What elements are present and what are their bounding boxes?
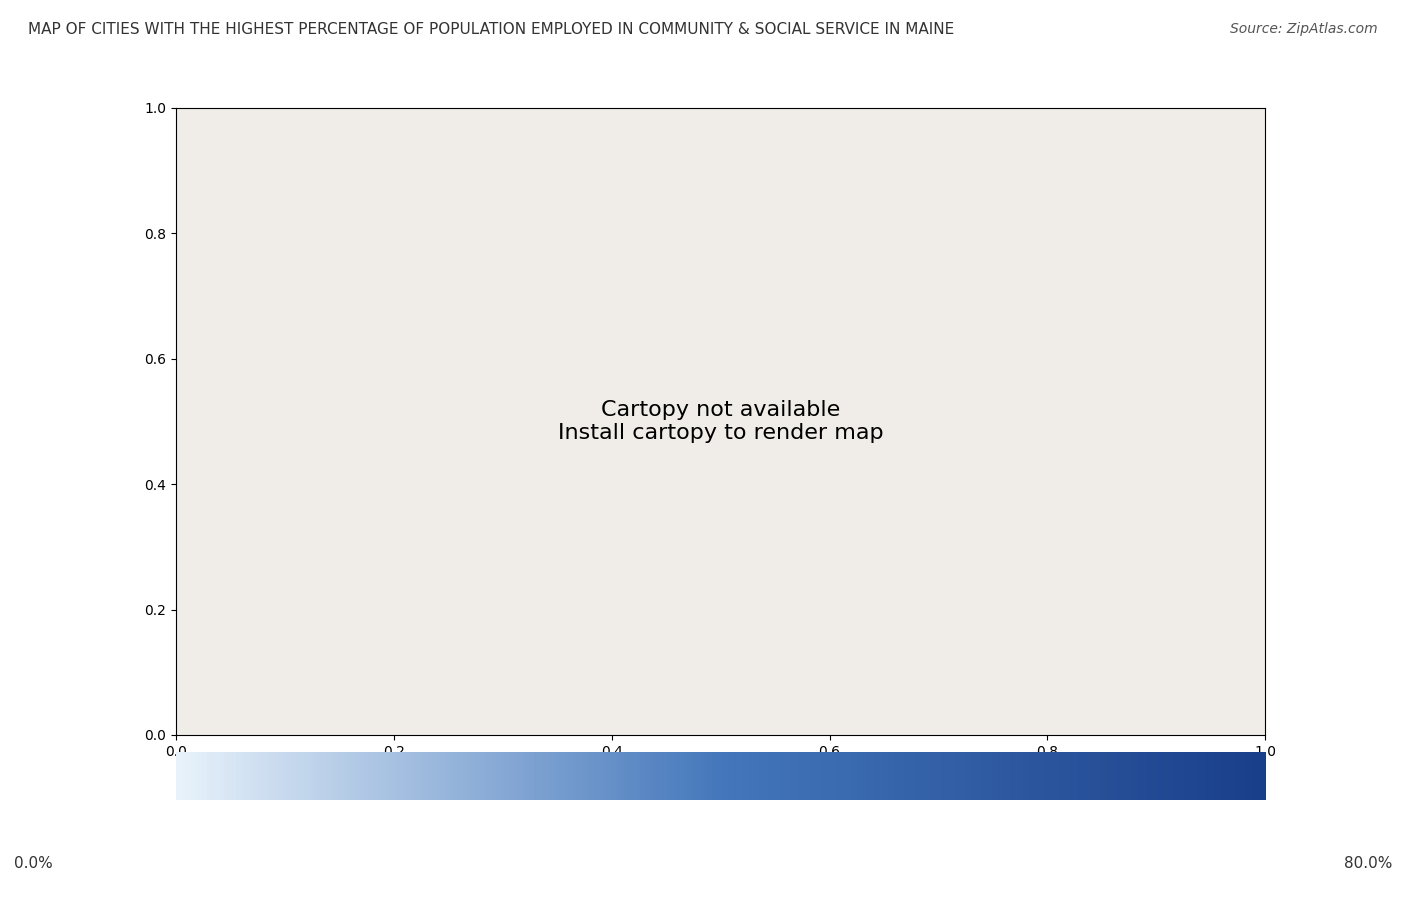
Text: Cartopy not available
Install cartopy to render map: Cartopy not available Install cartopy to… xyxy=(558,400,883,443)
Text: 0.0%: 0.0% xyxy=(14,856,53,870)
Text: Source: ZipAtlas.com: Source: ZipAtlas.com xyxy=(1230,22,1378,37)
Text: 80.0%: 80.0% xyxy=(1344,856,1392,870)
Text: MAP OF CITIES WITH THE HIGHEST PERCENTAGE OF POPULATION EMPLOYED IN COMMUNITY & : MAP OF CITIES WITH THE HIGHEST PERCENTAG… xyxy=(28,22,955,38)
